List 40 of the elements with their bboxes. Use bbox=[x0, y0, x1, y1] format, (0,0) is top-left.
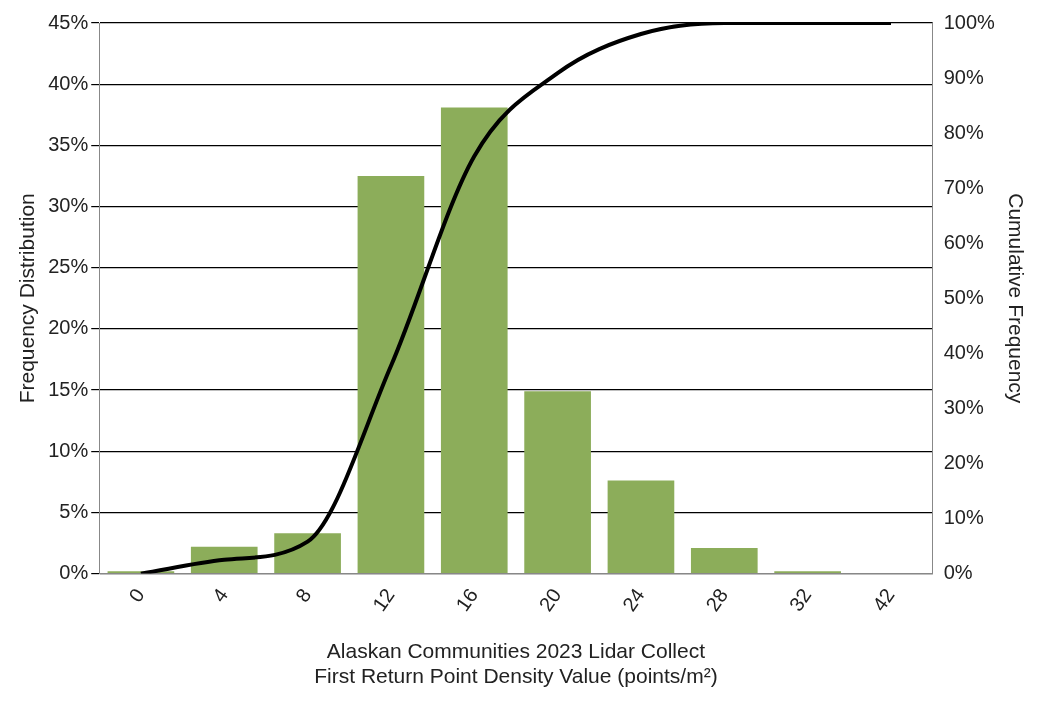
y-tick-label: 45% bbox=[48, 10, 89, 33]
y2-axis-title: Cumulative Frequency bbox=[1004, 193, 1028, 404]
x-tick-label: 42 bbox=[868, 584, 899, 616]
y-tick-label: 5% bbox=[59, 499, 89, 522]
y-tick-label: 15% bbox=[48, 377, 89, 400]
y2-tick-label: 40% bbox=[943, 340, 984, 363]
y-tick-label: 10% bbox=[48, 438, 89, 461]
y-tick-label: 35% bbox=[48, 132, 89, 155]
bar bbox=[440, 107, 508, 574]
y2-tick-label: 70% bbox=[943, 175, 984, 198]
bar bbox=[274, 533, 341, 574]
y2-tick-label: 30% bbox=[943, 395, 984, 418]
x-tick-label: 28 bbox=[701, 584, 733, 616]
y2-tick-label: 80% bbox=[943, 120, 984, 143]
y2-tick-label: 60% bbox=[943, 230, 984, 253]
bar bbox=[607, 480, 675, 574]
y2-tick-label: 0% bbox=[943, 561, 973, 584]
x-axis-title: Alaskan Communities 2023 Lidar Collect First Return Point Density Value (points/m²) bbox=[314, 639, 718, 688]
y2-tick-label: 90% bbox=[943, 65, 984, 88]
x-tick-label: 32 bbox=[784, 584, 816, 616]
y2-tick-label: 50% bbox=[943, 285, 984, 308]
x-tick-label: 16 bbox=[451, 584, 483, 616]
y-tick-label: 30% bbox=[48, 194, 89, 217]
x-tick-label: 8 bbox=[290, 584, 316, 607]
x-tick-label: 0 bbox=[124, 584, 149, 607]
bar bbox=[357, 175, 425, 574]
y2-tick-label: 20% bbox=[943, 451, 984, 473]
y2-tick-label: 10% bbox=[943, 506, 984, 529]
x-tick-label: 20 bbox=[534, 584, 566, 616]
y-tick-label: 25% bbox=[48, 255, 89, 278]
bar bbox=[524, 391, 591, 574]
x-tick-label: 24 bbox=[617, 584, 649, 616]
x-tick-label: 4 bbox=[207, 584, 233, 607]
y-tick-label: 40% bbox=[48, 71, 89, 94]
x-tick-label: 12 bbox=[367, 584, 399, 616]
y-tick-label: 0% bbox=[59, 561, 89, 584]
y-tick-label: 20% bbox=[48, 316, 89, 339]
y2-tick-label: 100% bbox=[943, 10, 996, 33]
bar bbox=[690, 547, 758, 574]
y-axis-title: Frequency Distribution bbox=[15, 193, 39, 404]
